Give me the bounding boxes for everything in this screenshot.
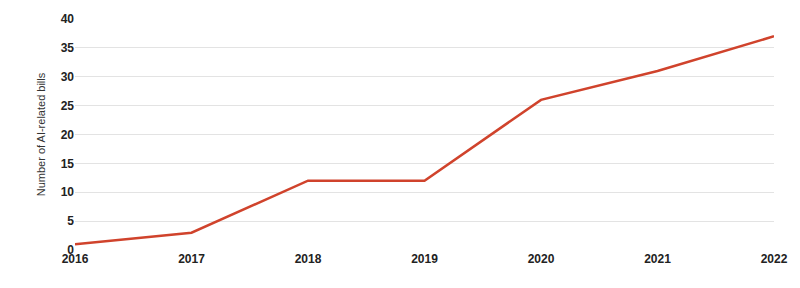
- svg-text:20: 20: [61, 128, 75, 142]
- svg-text:2019: 2019: [411, 252, 438, 266]
- svg-text:5: 5: [67, 214, 74, 228]
- svg-text:35: 35: [61, 41, 75, 55]
- svg-text:30: 30: [61, 70, 75, 84]
- svg-text:25: 25: [61, 99, 75, 113]
- svg-text:0: 0: [67, 243, 74, 257]
- svg-text:2020: 2020: [528, 252, 555, 266]
- svg-text:10: 10: [61, 185, 75, 199]
- svg-text:Number of AI-related bills: Number of AI-related bills: [35, 72, 47, 196]
- svg-text:2017: 2017: [178, 252, 205, 266]
- svg-text:40: 40: [61, 12, 75, 26]
- svg-text:2018: 2018: [295, 252, 322, 266]
- svg-text:2016: 2016: [62, 252, 89, 266]
- svg-text:2021: 2021: [644, 252, 671, 266]
- svg-text:2022: 2022: [761, 252, 788, 266]
- svg-text:15: 15: [61, 157, 75, 171]
